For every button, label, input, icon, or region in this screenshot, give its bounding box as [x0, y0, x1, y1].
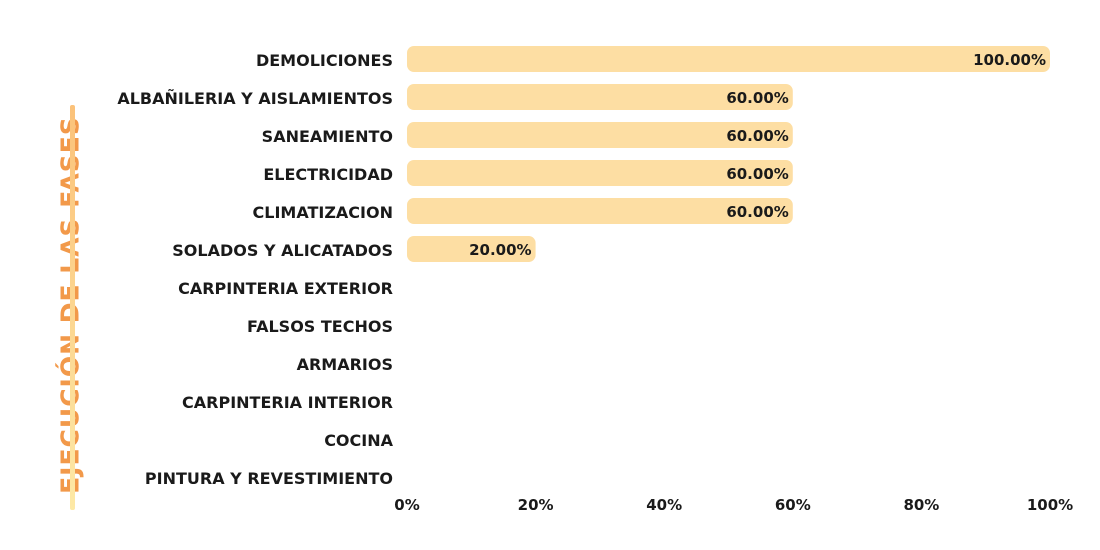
bar	[407, 160, 793, 186]
category-label: DEMOLICIONES	[256, 51, 393, 70]
data-label: 60.00%	[726, 203, 788, 221]
bar	[407, 122, 793, 148]
category-label: CLIMATIZACION	[253, 203, 394, 222]
category-label: SANEAMIENTO	[262, 127, 393, 146]
data-label: 20.00%	[469, 241, 531, 259]
x-tick-label: 80%	[903, 496, 939, 514]
category-label: SOLADOS Y ALICATADOS	[172, 241, 393, 260]
category-label: FALSOS TECHOS	[247, 317, 393, 336]
category-label: PINTURA Y REVESTIMIENTO	[145, 469, 393, 488]
x-tick-label: 100%	[1027, 496, 1073, 514]
category-label: ELECTRICIDAD	[263, 165, 393, 184]
x-tick-label: 40%	[646, 496, 682, 514]
x-tick-label: 60%	[775, 496, 811, 514]
x-tick-label: 0%	[394, 496, 419, 514]
bar	[407, 84, 793, 110]
data-label: 60.00%	[726, 89, 788, 107]
category-label: CARPINTERIA EXTERIOR	[178, 279, 393, 298]
category-label: CARPINTERIA INTERIOR	[182, 393, 393, 412]
data-label: 60.00%	[726, 165, 788, 183]
category-label: COCINA	[324, 431, 393, 450]
category-label: ALBAÑILERIA Y AISLAMIENTOS	[117, 89, 393, 108]
side-accent-line	[70, 105, 75, 510]
bar	[407, 198, 793, 224]
data-label: 60.00%	[726, 127, 788, 145]
data-label: 100.00%	[973, 51, 1046, 69]
x-tick-label: 20%	[518, 496, 554, 514]
bar	[407, 236, 536, 262]
bar	[407, 46, 1050, 72]
category-label: ARMARIOS	[297, 355, 393, 374]
